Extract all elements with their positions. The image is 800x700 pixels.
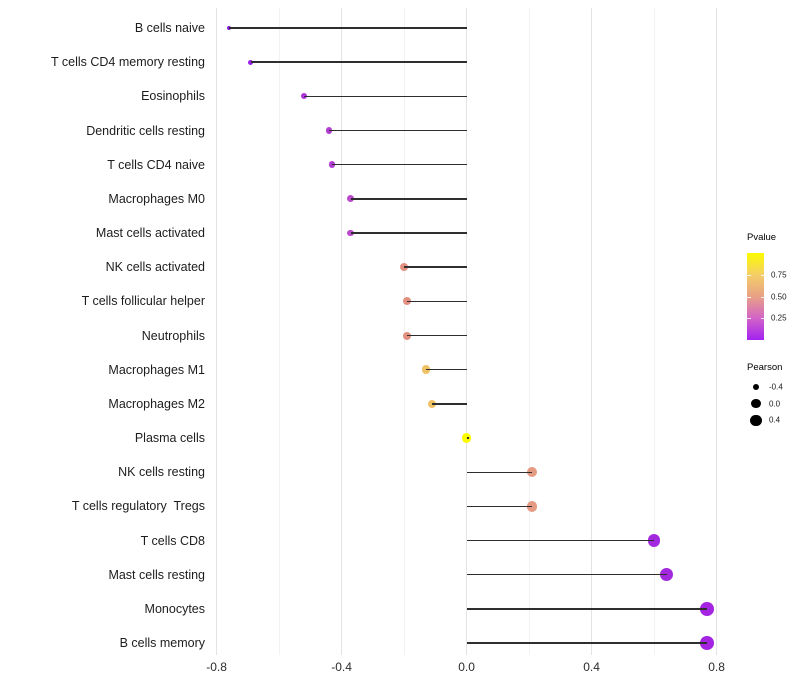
category-label: Mast cells activated: [95, 226, 205, 241]
category-label: B cells memory: [119, 636, 205, 651]
data-point: [403, 331, 412, 340]
data-point: [226, 25, 232, 31]
colorbar-tick-mark: [760, 296, 764, 298]
x-tick-label: -0.8: [206, 660, 227, 674]
stem: [350, 198, 467, 200]
gridline-minor: [278, 8, 280, 655]
colorbar-tick-label: 0.75: [771, 270, 787, 280]
stem: [407, 300, 467, 303]
data-point: [461, 433, 472, 443]
data-point: [328, 161, 336, 168]
colorbar-tick-label: 0.25: [771, 313, 787, 323]
stem: [466, 437, 470, 439]
stem: [432, 403, 467, 405]
stem: [466, 608, 708, 610]
category-label: NK cells activated: [105, 260, 205, 275]
stem: [466, 505, 533, 508]
stem: [466, 539, 655, 542]
data-point: [325, 127, 333, 134]
data-point: [301, 93, 308, 100]
stem: [407, 334, 467, 337]
category-label: T cells CD8: [140, 533, 205, 548]
pvalue-legend: Pvalue 0.75 0.50 0.25: [747, 232, 800, 352]
data-point: [403, 297, 412, 306]
stem: [329, 129, 467, 132]
data-point: [347, 195, 355, 203]
category-label: Plasma cells: [134, 431, 205, 446]
category-label: Monocytes: [144, 601, 205, 616]
pearson-legend-dot: [752, 383, 760, 391]
category-label: T cells regulatory Tregs: [71, 499, 205, 514]
colorbar-tick-mark: [747, 296, 751, 298]
colorbar-tick-mark: [760, 318, 764, 320]
x-tick-label: 0.4: [583, 660, 600, 674]
category-label: T cells follicular helper: [81, 294, 205, 309]
pvalue-legend-title: Pvalue: [747, 232, 777, 243]
stem: [425, 369, 467, 371]
category-label: T cells CD4 memory resting: [51, 55, 205, 70]
pearson-legend-label: 0.4: [769, 415, 781, 425]
category-label: Macrophages M0: [108, 191, 205, 206]
pearson-legend-title: Pearson: [747, 362, 783, 373]
category-label: T cells CD4 naive: [107, 157, 205, 172]
category-label: Eosinophils: [141, 89, 205, 104]
gridline-major: [216, 8, 218, 655]
gridline-minor: [653, 8, 655, 655]
stem: [466, 574, 667, 576]
pearson-legend-label: -0.4: [769, 382, 783, 392]
category-label: Dendritic cells resting: [86, 123, 205, 138]
pearson-legend-dot: [751, 399, 761, 409]
x-tick-label: 0.0: [458, 660, 475, 674]
x-tick-label: 0.8: [708, 660, 725, 674]
data-point: [347, 229, 355, 237]
colorbar-tick-mark: [747, 318, 751, 320]
stem: [466, 471, 533, 473]
data-point: [248, 59, 254, 65]
category-label: Mast cells resting: [108, 567, 205, 582]
category-label: Macrophages M2: [108, 396, 205, 411]
colorbar-tick-mark: [747, 274, 751, 276]
stem: [404, 266, 467, 268]
category-label: NK cells resting: [118, 465, 205, 480]
category-label: Macrophages M1: [108, 362, 205, 377]
gridline-minor: [403, 8, 405, 655]
stem: [332, 163, 467, 166]
pearson-legend-label: 0.0: [769, 399, 781, 409]
stem: [250, 61, 467, 63]
gridline-minor: [528, 8, 530, 655]
data-point: [427, 399, 437, 409]
pvalue-colorbar: [747, 253, 764, 340]
pearson-legend: Pearson -0.4 0.0 0.4: [747, 362, 800, 434]
stem: [466, 642, 708, 644]
gridline-major: [341, 8, 343, 655]
pearson-legend-dot: [750, 414, 762, 427]
x-tick-label: -0.4: [331, 660, 352, 674]
gridline-major: [591, 8, 593, 655]
stem: [304, 95, 467, 98]
stem: [350, 232, 467, 234]
gridline-major: [466, 8, 468, 655]
colorbar-tick-mark: [760, 274, 764, 276]
stem: [229, 27, 467, 29]
gridline-major: [716, 8, 718, 655]
category-label: Neutrophils: [141, 328, 205, 343]
category-label: B cells naive: [134, 21, 205, 35]
colorbar-tick-label: 0.50: [771, 292, 787, 301]
data-point: [421, 365, 431, 374]
